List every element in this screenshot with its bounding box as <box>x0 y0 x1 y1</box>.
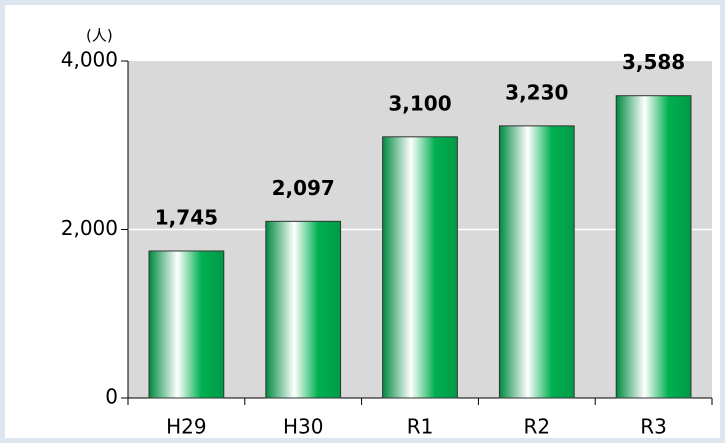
bar <box>498 125 575 399</box>
x-tick-label: H30 <box>283 415 324 439</box>
y-unit: (人) <box>86 27 113 45</box>
value-label: 3,588 <box>622 50 685 74</box>
bar <box>382 136 458 399</box>
y-tick-label: 0 <box>105 385 118 409</box>
bar <box>148 250 225 399</box>
x-tick-label: R3 <box>640 415 667 439</box>
y-tick-label: 2,000 <box>61 216 118 240</box>
x-tick-label: H29 <box>166 415 207 439</box>
y-tick-label: 4,000 <box>61 48 118 72</box>
value-label: 3,100 <box>388 91 451 115</box>
x-tick-label: R1 <box>407 415 434 439</box>
bar <box>265 220 342 399</box>
value-label: 1,745 <box>155 205 218 229</box>
value-label: 2,097 <box>272 176 335 200</box>
bar <box>615 95 692 399</box>
value-label: 3,230 <box>505 80 568 104</box>
x-tick-label: R2 <box>523 415 550 439</box>
